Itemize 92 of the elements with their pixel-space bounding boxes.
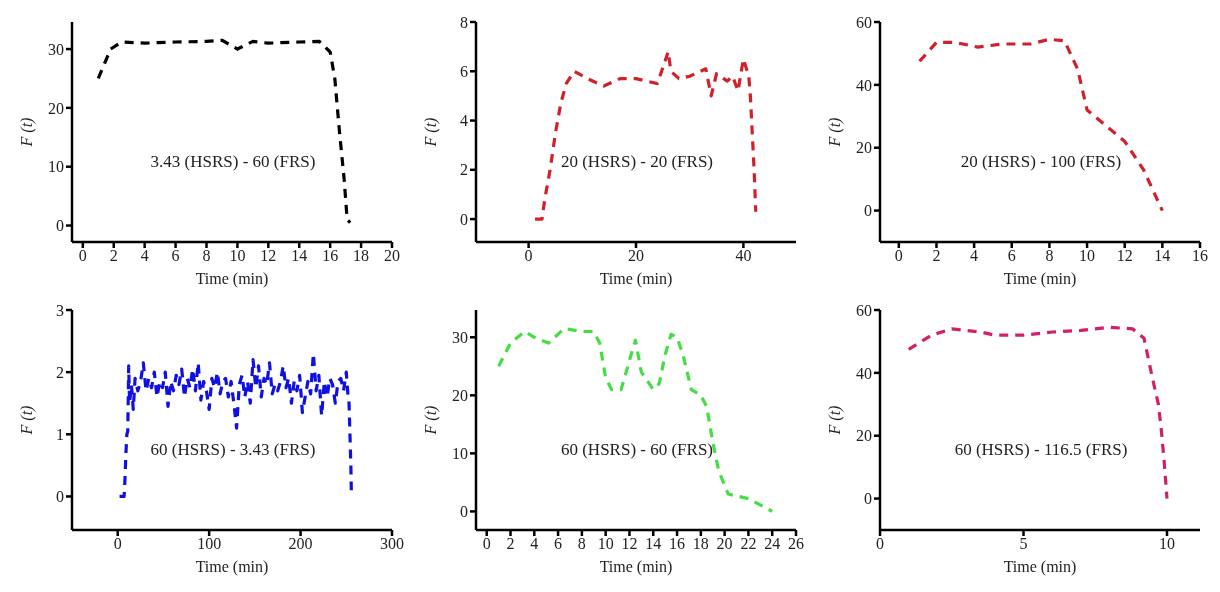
x-tick-label: 100: [197, 535, 222, 553]
x-tick-label: 0: [876, 535, 884, 553]
x-tick-label: 0: [78, 247, 87, 265]
x-tick-label: 18: [692, 535, 709, 553]
x-tick-label: 22: [740, 535, 757, 553]
y-tick-label: 30: [452, 328, 468, 346]
y-tick-label: 40: [856, 364, 872, 382]
x-tick-label: 6: [1007, 247, 1016, 265]
y-tick-label: 10: [48, 158, 64, 176]
x-axis-title: Time (min): [1003, 558, 1077, 576]
y-tick-label: 60: [856, 13, 872, 31]
y-tick-label: 2: [56, 363, 64, 381]
x-tick-label: 12: [621, 535, 638, 553]
x-tick-label: 24: [764, 535, 781, 553]
annotation: 60 (HSRS) - 60 (FRS): [560, 440, 714, 459]
x-tick-label: 12: [1116, 247, 1133, 265]
x-tick-label: 10: [597, 535, 614, 553]
annotation: 3.43 (HSRS) - 60 (FRS): [150, 152, 316, 171]
line-series: [917, 37, 1164, 213]
y-axis-title: F (t): [825, 117, 844, 148]
y-axis-title: F (t): [825, 405, 844, 436]
y-tick-label: 0: [864, 202, 872, 220]
line-series: [96, 38, 352, 225]
y-tick-label: 0: [460, 210, 468, 228]
x-tick-label: 26: [788, 535, 804, 553]
y-tick-label: 0: [56, 217, 64, 235]
y-axis-title: F (t): [17, 117, 36, 148]
y-tick-label: 0: [56, 488, 64, 506]
annotation: 20 (HSRS) - 20 (FRS): [560, 152, 714, 171]
line-series: [497, 326, 774, 514]
annotation: 60 (HSRS) - 3.43 (FRS): [150, 440, 316, 459]
y-axis-title: F (t): [17, 405, 36, 436]
x-tick-label: 0: [482, 535, 491, 553]
x-tick-label: 16: [322, 247, 339, 265]
y-tick-label: 0: [460, 503, 468, 521]
y-axis-title: F (t): [421, 117, 440, 148]
y-tick-label: 20: [856, 427, 872, 445]
x-tick-label: 8: [1045, 247, 1054, 265]
x-tick-label: 5: [1019, 535, 1028, 553]
x-tick-label: 14: [1154, 247, 1171, 265]
x-tick-label: 16: [1192, 247, 1208, 265]
x-tick-label: 0: [524, 247, 533, 265]
x-axis-title: Time (min): [599, 270, 673, 288]
x-tick-label: 20: [716, 535, 733, 553]
x-tick-label: 16: [669, 535, 686, 553]
y-tick-label: 60: [856, 301, 872, 319]
x-tick-label: 4: [140, 247, 149, 265]
x-tick-label: 6: [554, 535, 563, 553]
x-tick-label: 200: [288, 535, 313, 553]
x-tick-label: 4: [970, 247, 979, 265]
x-tick-label: 2: [109, 247, 118, 265]
x-axis-title: Time (min): [1003, 270, 1077, 288]
x-tick-label: 14: [645, 535, 662, 553]
y-tick-label: 8: [460, 13, 468, 31]
y-tick-label: 2: [460, 161, 468, 179]
x-tick-label: 0: [113, 535, 122, 553]
y-tick-label: 30: [48, 40, 64, 58]
x-tick-label: 4: [530, 535, 539, 553]
x-tick-label: 10: [1079, 247, 1096, 265]
x-tick-label: 40: [735, 247, 752, 265]
y-tick-label: 4: [460, 112, 468, 130]
x-tick-label: 12: [260, 247, 277, 265]
x-tick-label: 8: [577, 535, 586, 553]
y-tick-label: 3: [56, 301, 64, 319]
y-tick-label: 6: [460, 62, 468, 80]
x-tick-label: 14: [291, 247, 308, 265]
y-tick-label: 10: [452, 445, 468, 463]
x-tick-label: 10: [1159, 535, 1175, 553]
x-tick-label: 20: [384, 247, 400, 265]
y-tick-label: 1: [56, 425, 64, 443]
y-tick-label: 20: [452, 387, 468, 405]
annotation: 60 (HSRS) - 116.5 (FRS): [954, 440, 1128, 459]
x-tick-label: 300: [380, 535, 404, 553]
x-tick-label: 18: [353, 247, 370, 265]
y-tick-label: 20: [856, 139, 872, 157]
line-series: [907, 325, 1169, 501]
x-tick-label: 8: [202, 247, 211, 265]
y-axis-title: F (t): [421, 405, 440, 436]
x-axis-title: Time (min): [599, 558, 673, 576]
y-tick-label: 40: [856, 76, 872, 94]
x-axis-title: Time (min): [195, 558, 269, 576]
annotation: 20 (HSRS) - 100 (FRS): [960, 152, 1122, 171]
y-tick-label: 20: [48, 99, 64, 117]
x-axis-title: Time (min): [195, 270, 269, 288]
y-tick-label: 0: [864, 490, 872, 508]
x-tick-label: 20: [628, 247, 644, 265]
x-tick-label: 0: [894, 247, 903, 265]
line-series: [533, 49, 758, 221]
x-tick-label: 2: [506, 535, 515, 553]
x-tick-label: 10: [229, 247, 246, 265]
x-tick-label: 2: [932, 247, 941, 265]
x-tick-label: 6: [171, 247, 180, 265]
